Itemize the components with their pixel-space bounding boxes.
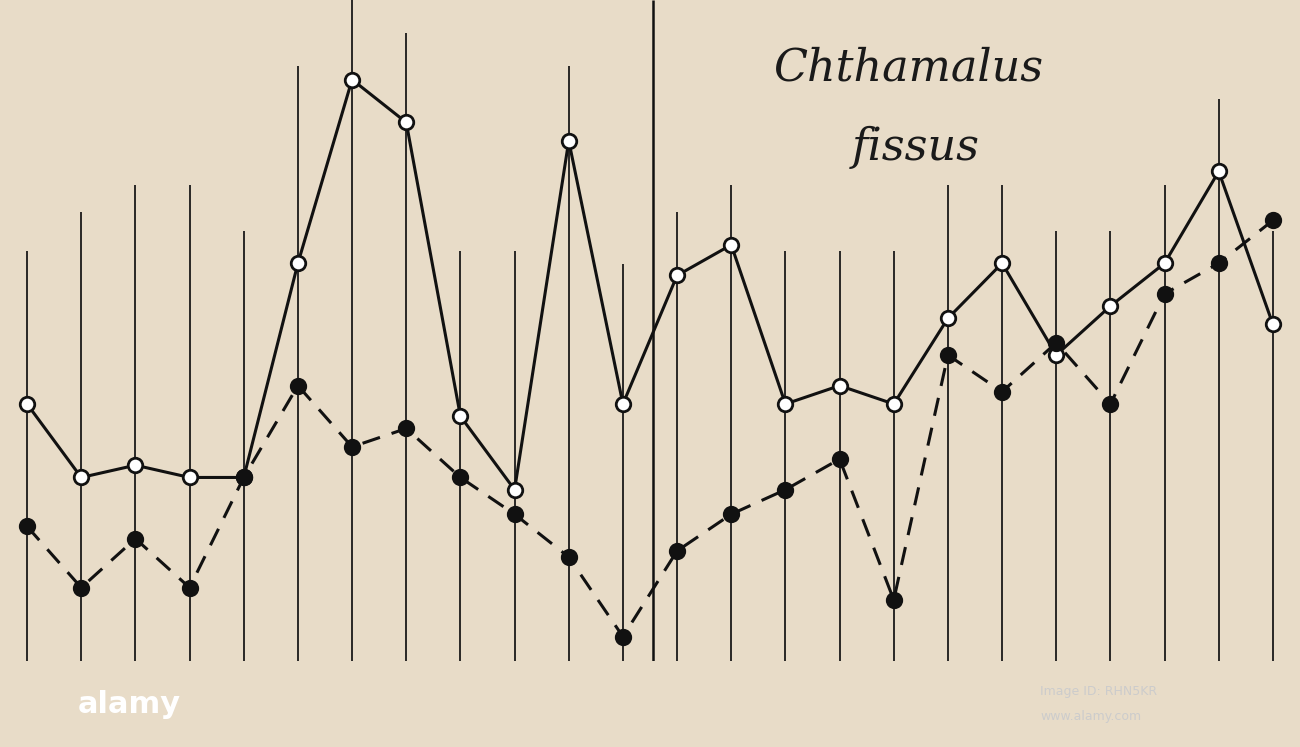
Point: [450, 471, 471, 483]
Point: [504, 484, 525, 496]
Point: [1045, 337, 1066, 349]
Point: [992, 385, 1013, 397]
Point: [17, 521, 38, 533]
Text: Chthamalus: Chthamalus: [774, 46, 1044, 90]
Point: [1045, 349, 1066, 361]
Point: [1208, 165, 1228, 177]
Point: [937, 349, 958, 361]
Point: [287, 379, 308, 391]
Point: [179, 582, 200, 594]
Point: [395, 423, 416, 435]
Point: [884, 594, 905, 606]
Point: [1154, 257, 1175, 269]
Point: [450, 410, 471, 422]
Point: [1100, 398, 1121, 410]
Point: [612, 630, 633, 642]
Point: [1208, 257, 1228, 269]
Point: [667, 270, 688, 282]
Text: www.alamy.com: www.alamy.com: [1040, 710, 1141, 723]
Point: [667, 545, 688, 557]
Point: [287, 257, 308, 269]
Text: fissus: fissus: [852, 125, 979, 169]
Point: [720, 508, 741, 520]
Text: Image ID: RHN5KR: Image ID: RHN5KR: [1040, 685, 1157, 698]
Point: [395, 117, 416, 128]
Text: alamy: alamy: [78, 689, 181, 719]
Point: [125, 459, 146, 471]
Point: [775, 484, 796, 496]
Point: [234, 471, 255, 483]
Point: [937, 312, 958, 324]
Point: [125, 533, 146, 545]
Point: [829, 453, 850, 465]
Point: [559, 551, 580, 563]
Point: [559, 134, 580, 146]
Point: [342, 441, 363, 453]
Point: [342, 74, 363, 86]
Point: [775, 398, 796, 410]
Point: [1262, 214, 1283, 226]
Point: [720, 239, 741, 251]
Point: [992, 257, 1013, 269]
Point: [612, 398, 633, 410]
Point: [1154, 288, 1175, 300]
Point: [234, 471, 255, 483]
Point: [829, 379, 850, 391]
Point: [70, 471, 91, 483]
Point: [17, 398, 38, 410]
Point: [1262, 318, 1283, 330]
Point: [179, 471, 200, 483]
Point: [884, 398, 905, 410]
Point: [504, 508, 525, 520]
Point: [70, 582, 91, 594]
Point: [1100, 300, 1121, 312]
